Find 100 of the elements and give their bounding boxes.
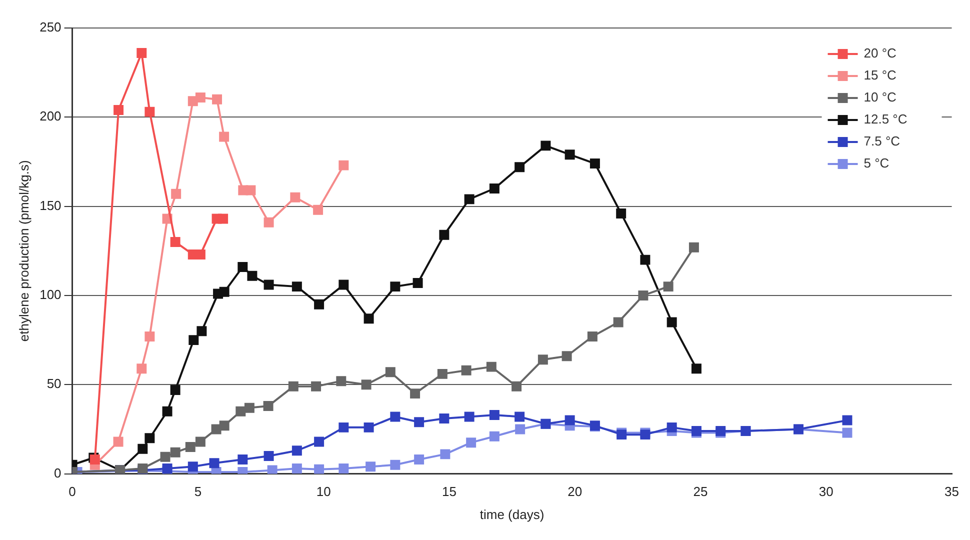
point [440,449,450,460]
point [414,454,424,465]
point [238,454,248,465]
point [564,150,575,160]
point [489,183,500,194]
point [188,462,198,472]
point [390,282,400,292]
y-tick-label: 150 [40,198,62,213]
point [538,354,548,365]
y-tick-label: 100 [40,287,62,302]
point [195,436,206,447]
y-axis-title: ethylene production (pmol/kg.s) [16,160,32,342]
x-tick-label: 15 [442,484,456,500]
point [136,364,147,374]
point [314,464,324,474]
point [464,194,474,204]
point [144,106,155,117]
point [562,351,572,362]
point [218,214,228,224]
point [514,412,525,422]
point [613,317,624,328]
point [314,436,324,447]
point [464,412,474,422]
point [185,442,196,452]
point [364,314,374,324]
point [414,417,424,428]
point [219,132,230,142]
point [590,158,600,169]
point [390,460,400,470]
point [385,367,396,378]
point [144,332,155,342]
y-tick-label: 250 [40,20,62,35]
point [314,299,324,310]
point [666,422,677,432]
point [292,446,302,456]
point [263,401,274,412]
point [144,433,155,444]
point [540,140,551,151]
point [195,92,206,103]
point [412,278,423,288]
point [587,332,598,342]
point [264,217,274,228]
point [136,48,147,58]
point [188,335,199,346]
y-tick-label: 0 [54,465,62,480]
point [171,188,182,199]
point [219,286,230,297]
point [361,380,372,390]
point [209,458,220,468]
point [564,415,575,426]
point [489,431,500,442]
x-tick-label: 25 [693,484,708,500]
point [292,282,302,292]
point [290,192,300,202]
point [514,162,525,172]
legend-label: 5 °C [864,156,890,171]
point [489,410,500,420]
x-tick-label: 35 [944,484,960,500]
legend-label: 12.5 °C [864,112,908,127]
point [515,424,526,434]
point [138,444,148,454]
point [366,462,376,472]
point [640,254,650,265]
point [113,436,124,447]
point [313,204,324,215]
point [247,270,258,281]
x-axis-title: time (days) [480,506,544,522]
point [466,438,476,448]
x-tick-label: 5 [194,484,202,500]
point [212,94,222,104]
point [461,365,472,376]
point [439,414,450,424]
point [439,230,450,240]
point [688,242,699,252]
point [410,388,420,399]
point [512,381,522,392]
point [338,160,349,170]
point [486,362,496,372]
x-tick-label: 30 [818,484,834,500]
x-tick-label: 10 [316,484,331,500]
point [663,282,674,292]
point [264,280,274,290]
point [292,463,302,474]
point [364,422,374,432]
point [288,381,298,392]
point [114,105,124,116]
point [244,402,254,413]
point [246,185,256,196]
legend-label: 10 °C [864,90,896,105]
point [170,447,180,458]
x-tick-label: 0 [68,484,76,500]
point [170,384,180,395]
point [666,317,677,328]
point [162,406,172,416]
y-tick-label: 50 [46,376,62,392]
point [264,450,274,461]
point [437,368,448,379]
point [390,412,400,422]
y-tick-label: 200 [40,108,62,124]
legend-label: 20 °C [864,46,896,61]
